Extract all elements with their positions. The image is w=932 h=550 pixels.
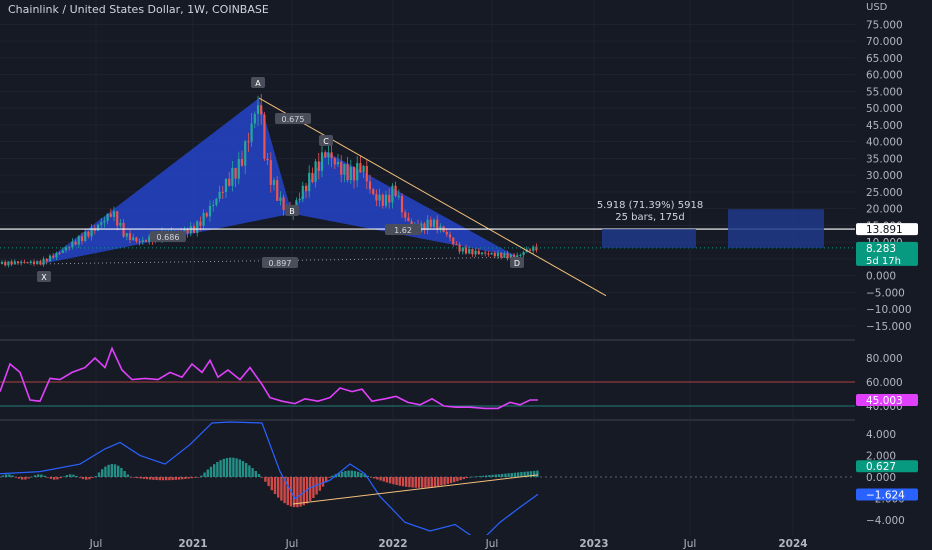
- ratio-label: 0.686: [150, 231, 186, 242]
- svg-text:1.62: 1.62: [394, 226, 412, 235]
- macd-tick-label: 2.000: [866, 450, 896, 462]
- svg-text:C: C: [323, 137, 329, 146]
- xd-dotted-line: [41, 256, 519, 265]
- svg-text:D: D: [514, 259, 520, 268]
- macd-divergence-line: [292, 474, 539, 505]
- candlestick-series: [0, 93, 538, 268]
- ratio-label: 0.897: [262, 257, 298, 268]
- svg-text:A: A: [255, 79, 261, 88]
- projection-label-1: 5.918 (71.39%) 5918: [597, 200, 703, 211]
- svg-text:8.283: 8.283: [866, 243, 896, 255]
- macd-histogram: [1, 457, 539, 508]
- svg-text:0.686: 0.686: [157, 233, 180, 242]
- svg-text:0.627: 0.627: [866, 461, 896, 473]
- price-tick-label: 20.000: [866, 204, 903, 216]
- price-tick-label: 45.000: [866, 120, 903, 132]
- price-tick-label: −15.000: [866, 321, 912, 333]
- grid-lines: [0, 0, 855, 535]
- svg-text:45.003: 45.003: [866, 395, 903, 407]
- price-tick-label: 30.000: [866, 170, 903, 182]
- pattern-label-b: B: [285, 205, 299, 216]
- svg-text:X: X: [41, 273, 47, 282]
- pattern-label-d: D: [510, 257, 524, 268]
- price-tick-label: 0.000: [866, 271, 896, 283]
- price-panel[interactable]: 5.918 (71.39%) 5918 25 bars, 175d XABCD …: [0, 77, 855, 297]
- price-tick-label: 70.000: [866, 36, 903, 48]
- pattern-label-c: C: [319, 135, 333, 146]
- price-tick-label: 60.000: [866, 70, 903, 82]
- svg-text:5d 17h: 5d 17h: [866, 256, 901, 267]
- rsi-panel[interactable]: [0, 346, 855, 410]
- macd-tick-label: −4.000: [866, 515, 905, 527]
- price-tick-label: −5.000: [866, 287, 905, 299]
- macd-panel[interactable]: [0, 421, 855, 543]
- pattern-point-labels: X A B C D: [37, 77, 524, 282]
- time-tick-label: 2022: [378, 538, 407, 550]
- price-tick-label: 25.000: [866, 187, 903, 199]
- svg-text:0.675: 0.675: [282, 115, 305, 124]
- svg-text:−1.624: −1.624: [866, 490, 905, 502]
- time-tick-label: 2023: [579, 538, 608, 550]
- rsi-tick-label: 60.000: [866, 377, 903, 389]
- time-tick-label: Jul: [683, 538, 697, 550]
- price-tick-label: 55.000: [866, 86, 903, 98]
- time-tick-label: 2021: [178, 538, 207, 550]
- svg-text:B: B: [289, 207, 295, 216]
- price-tick-label: 65.000: [866, 53, 903, 65]
- pattern-label-x: X: [37, 271, 51, 282]
- svg-text:0.897: 0.897: [269, 259, 292, 268]
- price-tick-label: 35.000: [866, 153, 903, 165]
- level-price-badge: 13.891: [856, 223, 918, 236]
- rsi-line: [0, 346, 538, 410]
- time-axis[interactable]: Jul 2021 Jul 2022 Jul 2023 Jul 2024: [0, 535, 855, 550]
- ratio-label: 1.62: [385, 224, 421, 235]
- projection-box-1[interactable]: [602, 229, 696, 248]
- price-tick-label: −10.000: [866, 304, 912, 316]
- price-tick-label: 50.000: [866, 103, 903, 115]
- ratio-label: 0.675: [275, 113, 311, 124]
- macd-hist-badge: 0.627: [856, 460, 918, 473]
- harmonic-pattern-bcd: [292, 151, 518, 258]
- macd-line: [0, 421, 539, 543]
- rsi-tick-label: 80.000: [866, 353, 903, 365]
- time-tick-label: Jul: [485, 538, 499, 550]
- ratio-labels: 0.675 0.686 1.62 0.897: [150, 113, 421, 268]
- symbol-title[interactable]: Chainlink / United States Dollar, 1W, CO…: [8, 3, 269, 16]
- downtrend-line[interactable]: [258, 97, 607, 297]
- price-tick-label: 40.000: [866, 137, 903, 149]
- projection-box-2[interactable]: [728, 209, 824, 248]
- price-tick-label: 75.000: [866, 19, 903, 31]
- time-tick-label: Jul: [285, 538, 299, 550]
- svg-text:13.891: 13.891: [866, 224, 903, 236]
- rsi-value-badge: 45.003: [856, 393, 918, 407]
- macd-tick-label: 4.000: [866, 429, 896, 441]
- time-tick-label: 2024: [778, 538, 807, 550]
- time-tick-label: Jul: [89, 538, 103, 550]
- pattern-label-a: A: [251, 77, 265, 88]
- macd-line-badge: −1.624: [856, 488, 918, 502]
- currency-label: USD: [866, 2, 888, 13]
- projection-label-2: 25 bars, 175d: [615, 212, 685, 223]
- macd-tick-label: 0.000: [866, 472, 896, 484]
